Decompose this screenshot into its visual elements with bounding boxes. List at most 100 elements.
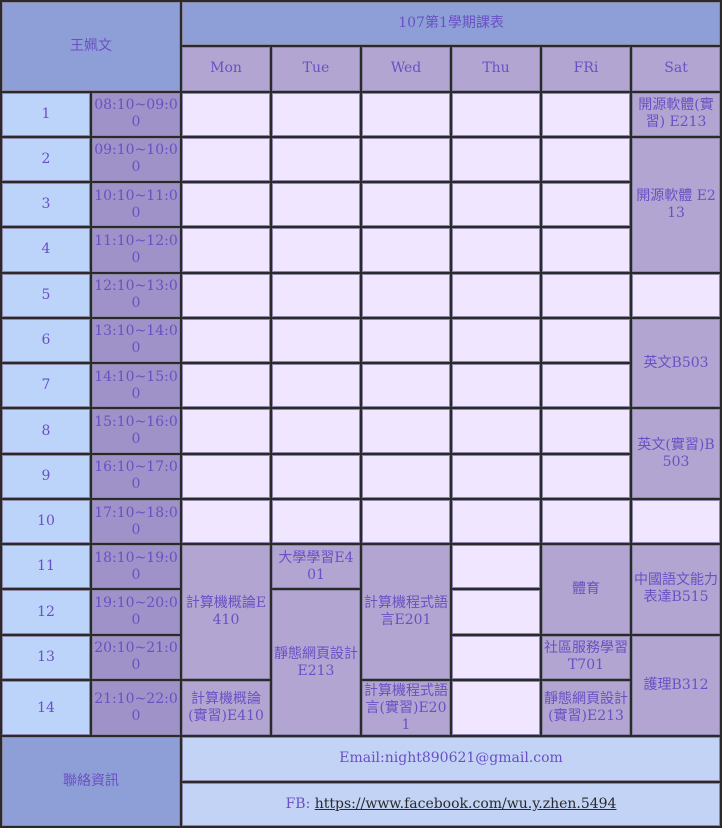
schedule-title: 107第1學期課表 [182, 2, 721, 46]
empty-cell [182, 364, 270, 408]
empty-cell [182, 273, 270, 317]
course-cell: 計算機程式語言E201 [362, 545, 450, 679]
empty-cell [362, 409, 450, 453]
empty-cell [542, 499, 630, 544]
empty-cell [182, 409, 270, 453]
contact-fb: FB: https://www.facebook.com/wu.y.zhen.5… [182, 782, 721, 826]
empty-cell [542, 137, 630, 182]
course-cell: 計算機概論(實習)E410 [182, 680, 270, 736]
period-number: 11 [2, 545, 90, 589]
period-time: 12:10~13:00 [92, 273, 180, 317]
empty-cell [452, 680, 540, 736]
empty-cell [632, 499, 721, 544]
empty-cell [182, 318, 270, 363]
period-time: 19:10~20:00 [92, 590, 180, 634]
empty-cell [272, 364, 360, 408]
empty-cell [452, 92, 540, 136]
course-cell: 開源軟體 E213 [632, 137, 721, 272]
empty-cell [362, 318, 450, 363]
period-number: 6 [2, 318, 90, 363]
course-cell: 大學學習E401 [272, 545, 360, 589]
empty-cell [362, 228, 450, 272]
period-number: 2 [2, 137, 90, 182]
course-cell: 計算機概論E410 [182, 545, 270, 679]
empty-cell [542, 273, 630, 317]
empty-cell [452, 183, 540, 227]
period-time: 13:10~14:00 [92, 318, 180, 363]
empty-cell [452, 499, 540, 544]
empty-cell [272, 454, 360, 498]
fb-prefix: FB: [285, 795, 315, 812]
facebook-link[interactable]: https://www.facebook.com/wu.y.zhen.5494 [314, 795, 617, 812]
empty-cell [452, 318, 540, 363]
period-number: 10 [2, 499, 90, 544]
period-time: 20:10~21:00 [92, 635, 180, 679]
day-header-thu: Thu [452, 47, 540, 91]
empty-cell [452, 454, 540, 498]
empty-cell [452, 409, 540, 453]
empty-cell [542, 92, 630, 136]
day-header-fri: FRi [542, 47, 630, 91]
course-cell: 護理B312 [632, 635, 721, 736]
contact-email: Email:night890621@gmail.com [182, 737, 721, 781]
course-cell: 英文(實習)B503 [632, 409, 721, 498]
empty-cell [542, 228, 630, 272]
empty-cell [542, 318, 630, 363]
empty-cell [272, 409, 360, 453]
empty-cell [272, 228, 360, 272]
period-time: 10:10~11:00 [92, 183, 180, 227]
empty-cell [272, 137, 360, 182]
empty-cell [452, 545, 540, 589]
period-time: 18:10~19:00 [92, 545, 180, 589]
empty-cell [362, 364, 450, 408]
empty-cell [452, 137, 540, 182]
empty-cell [452, 228, 540, 272]
empty-cell [182, 228, 270, 272]
period-number: 1 [2, 92, 90, 136]
empty-cell [182, 137, 270, 182]
period-number: 8 [2, 409, 90, 453]
course-cell: 靜態網頁設計(實習)E213 [542, 680, 630, 736]
empty-cell [362, 183, 450, 227]
day-header-wed: Wed [362, 47, 450, 91]
empty-cell [452, 590, 540, 634]
period-number: 14 [2, 680, 90, 736]
empty-cell [182, 92, 270, 136]
empty-cell [362, 499, 450, 544]
empty-cell [362, 137, 450, 182]
empty-cell [452, 364, 540, 408]
period-time: 15:10~16:00 [92, 409, 180, 453]
course-cell: 靜態網頁設計E213 [272, 590, 360, 736]
period-time: 17:10~18:00 [92, 499, 180, 544]
period-number: 12 [2, 590, 90, 634]
period-time: 09:10~10:00 [92, 137, 180, 182]
period-number: 5 [2, 273, 90, 317]
empty-cell [542, 364, 630, 408]
empty-cell [632, 273, 721, 317]
empty-cell [182, 454, 270, 498]
empty-cell [272, 92, 360, 136]
period-number: 9 [2, 454, 90, 498]
period-time: 14:10~15:00 [92, 364, 180, 408]
period-time: 08:10~09:00 [92, 92, 180, 136]
student-name: 王姵文 [2, 2, 180, 91]
period-time: 21:10~22:00 [92, 680, 180, 736]
course-cell: 社區服務學習T701 [542, 635, 630, 679]
empty-cell [362, 92, 450, 136]
empty-cell [182, 183, 270, 227]
empty-cell [452, 635, 540, 679]
day-header-tue: Tue [272, 47, 360, 91]
empty-cell [362, 273, 450, 317]
empty-cell [452, 273, 540, 317]
course-cell: 中國語文能力表達B515 [632, 545, 721, 634]
course-cell: 開源軟體(實習) E213 [632, 92, 721, 136]
period-time: 16:10~17:00 [92, 454, 180, 498]
period-number: 3 [2, 183, 90, 227]
empty-cell [272, 183, 360, 227]
day-header-mon: Mon [182, 47, 270, 91]
empty-cell [272, 499, 360, 544]
period-time: 11:10~12:00 [92, 228, 180, 272]
empty-cell [362, 454, 450, 498]
empty-cell [542, 454, 630, 498]
